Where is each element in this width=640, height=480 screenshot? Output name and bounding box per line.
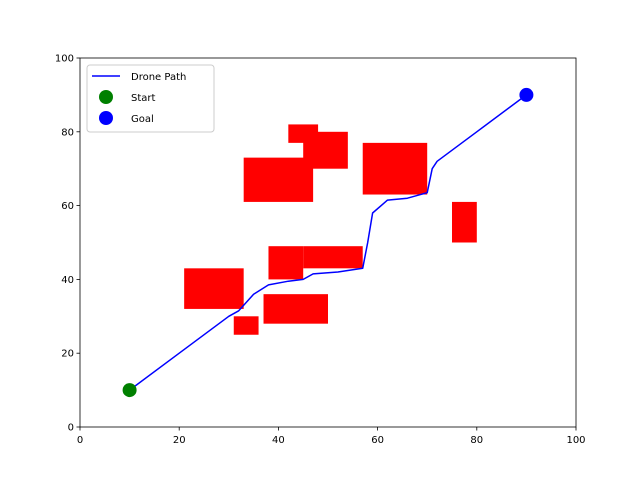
y-tick-label: 40	[61, 275, 74, 286]
x-tick-label: 20	[173, 435, 186, 446]
y-axis: 0 20 40 60 80 100	[55, 54, 80, 434]
x-tick-label: 100	[566, 435, 585, 446]
obstacle-2	[233, 316, 259, 335]
legend-label: Drone Path	[131, 72, 186, 83]
x-tick-label: 80	[470, 435, 483, 446]
obstacle-3	[263, 294, 328, 324]
legend-label: Start	[131, 93, 156, 104]
obstacle-1	[184, 268, 244, 309]
y-tick-label: 100	[55, 54, 74, 65]
obstacle-4	[268, 246, 304, 280]
y-tick-label: 20	[61, 349, 74, 360]
series-layer	[122, 87, 534, 398]
legend-box	[86, 64, 215, 133]
obstacle-10	[452, 201, 477, 243]
drone-path-line	[128, 94, 528, 391]
obstacle-9	[362, 142, 428, 195]
goal-marker	[519, 87, 534, 102]
legend-marker-swatch	[99, 111, 113, 125]
start-marker	[122, 383, 137, 398]
x-tick-label: 40	[272, 435, 285, 446]
obstacle-5	[303, 246, 363, 269]
legend-label: Goal	[131, 114, 154, 125]
obstacle-8	[303, 131, 348, 169]
x-tick-label: 0	[77, 435, 83, 446]
legend-marker-swatch	[99, 90, 113, 104]
obstacle-6	[243, 157, 314, 202]
y-tick-label: 0	[68, 423, 74, 434]
x-axis: 0 20 40 60 80 100	[77, 427, 586, 446]
plot-frame	[79, 57, 577, 428]
y-tick-label: 80	[61, 127, 74, 138]
legend: Drone Path Start Goal	[86, 64, 215, 133]
obstacles-layer	[184, 124, 477, 335]
x-tick-label: 60	[371, 435, 384, 446]
y-tick-label: 60	[61, 201, 74, 212]
